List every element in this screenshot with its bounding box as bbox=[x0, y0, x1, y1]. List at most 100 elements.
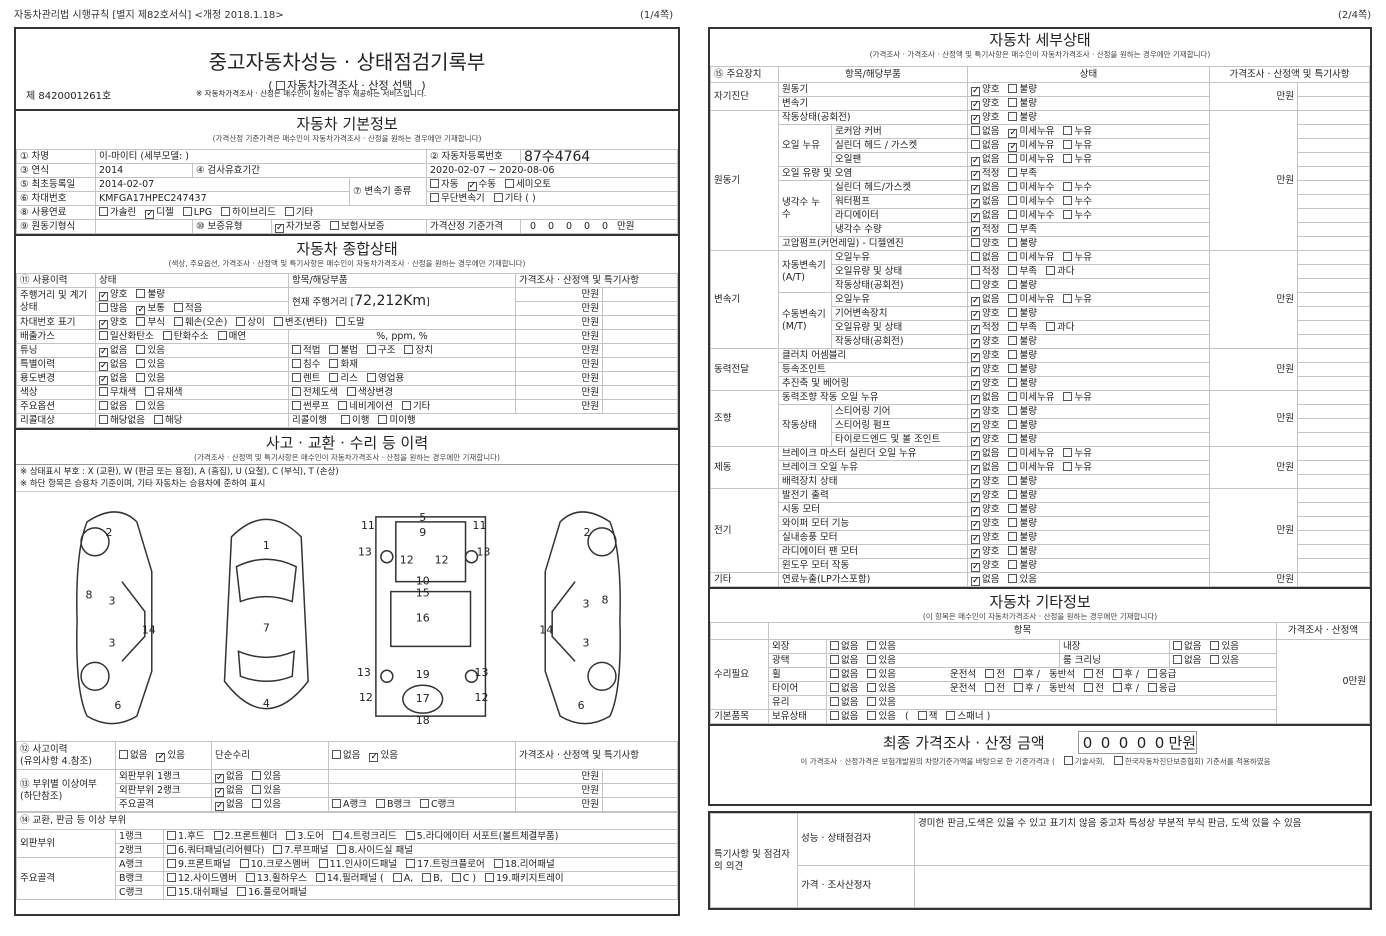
checkbox[interactable] bbox=[1008, 111, 1018, 121]
checkbox[interactable]: ✓ bbox=[971, 351, 980, 362]
note-cell[interactable] bbox=[602, 357, 678, 372]
checkbox[interactable] bbox=[971, 279, 980, 289]
checkbox[interactable] bbox=[1008, 545, 1018, 555]
checkbox[interactable] bbox=[329, 358, 339, 368]
checkbox[interactable] bbox=[1008, 363, 1018, 373]
note-cell[interactable] bbox=[602, 315, 678, 330]
checkbox[interactable] bbox=[1008, 503, 1018, 513]
checkbox[interactable] bbox=[830, 654, 839, 664]
checkbox[interactable] bbox=[406, 858, 416, 868]
checkbox[interactable]: ✓ bbox=[971, 547, 980, 558]
checkbox[interactable] bbox=[162, 330, 172, 340]
checkbox[interactable] bbox=[493, 192, 503, 202]
checkbox[interactable] bbox=[1008, 377, 1018, 387]
checkbox[interactable] bbox=[504, 178, 514, 188]
checkbox[interactable] bbox=[493, 858, 503, 868]
checkbox[interactable] bbox=[153, 414, 163, 424]
note-cell[interactable] bbox=[602, 797, 678, 812]
checkbox[interactable]: ✓ bbox=[971, 323, 980, 334]
checkbox[interactable] bbox=[985, 682, 995, 692]
checkbox[interactable] bbox=[99, 302, 108, 312]
checkbox[interactable] bbox=[167, 858, 176, 868]
checkbox[interactable] bbox=[236, 316, 246, 326]
note-cell[interactable] bbox=[1297, 138, 1370, 153]
checkbox[interactable] bbox=[167, 844, 176, 854]
checkbox[interactable] bbox=[1063, 293, 1073, 303]
note-cell[interactable] bbox=[1297, 432, 1370, 447]
checkbox[interactable] bbox=[1063, 153, 1073, 163]
appraiser-opinion[interactable] bbox=[914, 864, 1370, 909]
note-cell[interactable] bbox=[1297, 376, 1370, 391]
checkbox[interactable] bbox=[1008, 307, 1018, 317]
checkbox[interactable] bbox=[1210, 640, 1220, 650]
checkbox[interactable]: ✓ bbox=[971, 519, 980, 530]
checkbox[interactable]: ✓ bbox=[971, 197, 980, 208]
checkbox[interactable] bbox=[315, 872, 325, 882]
checkbox[interactable]: ✓ bbox=[971, 169, 980, 180]
checkbox[interactable] bbox=[338, 400, 348, 410]
checkbox[interactable]: ✓ bbox=[971, 309, 980, 320]
checkbox[interactable]: ✓ bbox=[971, 449, 980, 460]
checkbox[interactable]: ✓ bbox=[215, 800, 224, 811]
note-cell[interactable] bbox=[1297, 558, 1370, 573]
checkbox[interactable] bbox=[1013, 668, 1023, 678]
checkbox[interactable] bbox=[1173, 640, 1182, 650]
checkbox[interactable] bbox=[1113, 756, 1123, 765]
checkbox[interactable]: ✓ bbox=[215, 772, 224, 783]
checkbox[interactable] bbox=[332, 749, 341, 759]
checkbox[interactable] bbox=[1008, 83, 1018, 93]
note-cell[interactable] bbox=[1297, 180, 1370, 195]
note-cell[interactable] bbox=[1297, 194, 1370, 209]
checkbox[interactable] bbox=[378, 414, 388, 424]
checkbox[interactable] bbox=[867, 654, 877, 664]
checkbox[interactable]: ✓ bbox=[99, 360, 108, 371]
checkbox[interactable] bbox=[252, 798, 262, 808]
note-cell[interactable] bbox=[1297, 292, 1370, 307]
note-cell[interactable] bbox=[1297, 446, 1370, 461]
checkbox[interactable] bbox=[867, 682, 877, 692]
checkbox[interactable] bbox=[136, 288, 146, 298]
checkbox[interactable] bbox=[292, 344, 301, 354]
checkbox[interactable] bbox=[99, 414, 108, 424]
note-cell[interactable] bbox=[1297, 390, 1370, 405]
checkbox[interactable] bbox=[366, 372, 376, 382]
checkbox[interactable] bbox=[182, 206, 192, 216]
checkbox[interactable]: ✓ bbox=[99, 374, 108, 385]
checkbox[interactable] bbox=[830, 696, 839, 706]
checkbox[interactable]: ✓ bbox=[971, 533, 980, 544]
checkbox[interactable] bbox=[329, 344, 339, 354]
note-cell[interactable] bbox=[1297, 334, 1370, 349]
checkbox[interactable] bbox=[1008, 167, 1018, 177]
price-select-option[interactable]: 자동차가격조사 · 산정 선택 bbox=[276, 79, 421, 92]
checkbox[interactable] bbox=[1008, 223, 1018, 233]
checkbox[interactable] bbox=[284, 206, 294, 216]
checkbox[interactable] bbox=[292, 400, 301, 410]
checkbox[interactable] bbox=[1063, 181, 1073, 191]
checkbox[interactable] bbox=[375, 798, 385, 808]
checkbox[interactable] bbox=[830, 710, 839, 720]
checkbox[interactable]: ✓ bbox=[971, 561, 980, 572]
checkbox[interactable] bbox=[1173, 654, 1182, 664]
note-cell[interactable] bbox=[1297, 502, 1370, 517]
note-cell[interactable] bbox=[602, 329, 678, 344]
checkbox[interactable] bbox=[1045, 321, 1055, 331]
note-cell[interactable] bbox=[1297, 110, 1370, 125]
checkbox[interactable] bbox=[252, 770, 262, 780]
checkbox[interactable]: ✓ bbox=[136, 304, 146, 315]
note-cell[interactable] bbox=[602, 783, 678, 798]
checkbox[interactable] bbox=[1210, 654, 1220, 664]
checkbox[interactable] bbox=[971, 139, 980, 149]
checkbox[interactable] bbox=[917, 710, 927, 720]
checkbox[interactable] bbox=[332, 798, 341, 808]
checkbox[interactable]: ✓ bbox=[275, 222, 284, 233]
note-cell[interactable] bbox=[602, 301, 678, 316]
checkbox[interactable]: ✓ bbox=[971, 85, 980, 96]
checkbox[interactable]: ✓ bbox=[971, 113, 980, 124]
checkbox[interactable] bbox=[136, 344, 146, 354]
checkbox[interactable] bbox=[173, 302, 183, 312]
note-cell[interactable] bbox=[1297, 264, 1370, 279]
checkbox[interactable] bbox=[1147, 668, 1157, 678]
checkbox[interactable] bbox=[1008, 573, 1018, 583]
checkbox[interactable] bbox=[1008, 335, 1018, 345]
checkbox[interactable] bbox=[136, 316, 146, 326]
